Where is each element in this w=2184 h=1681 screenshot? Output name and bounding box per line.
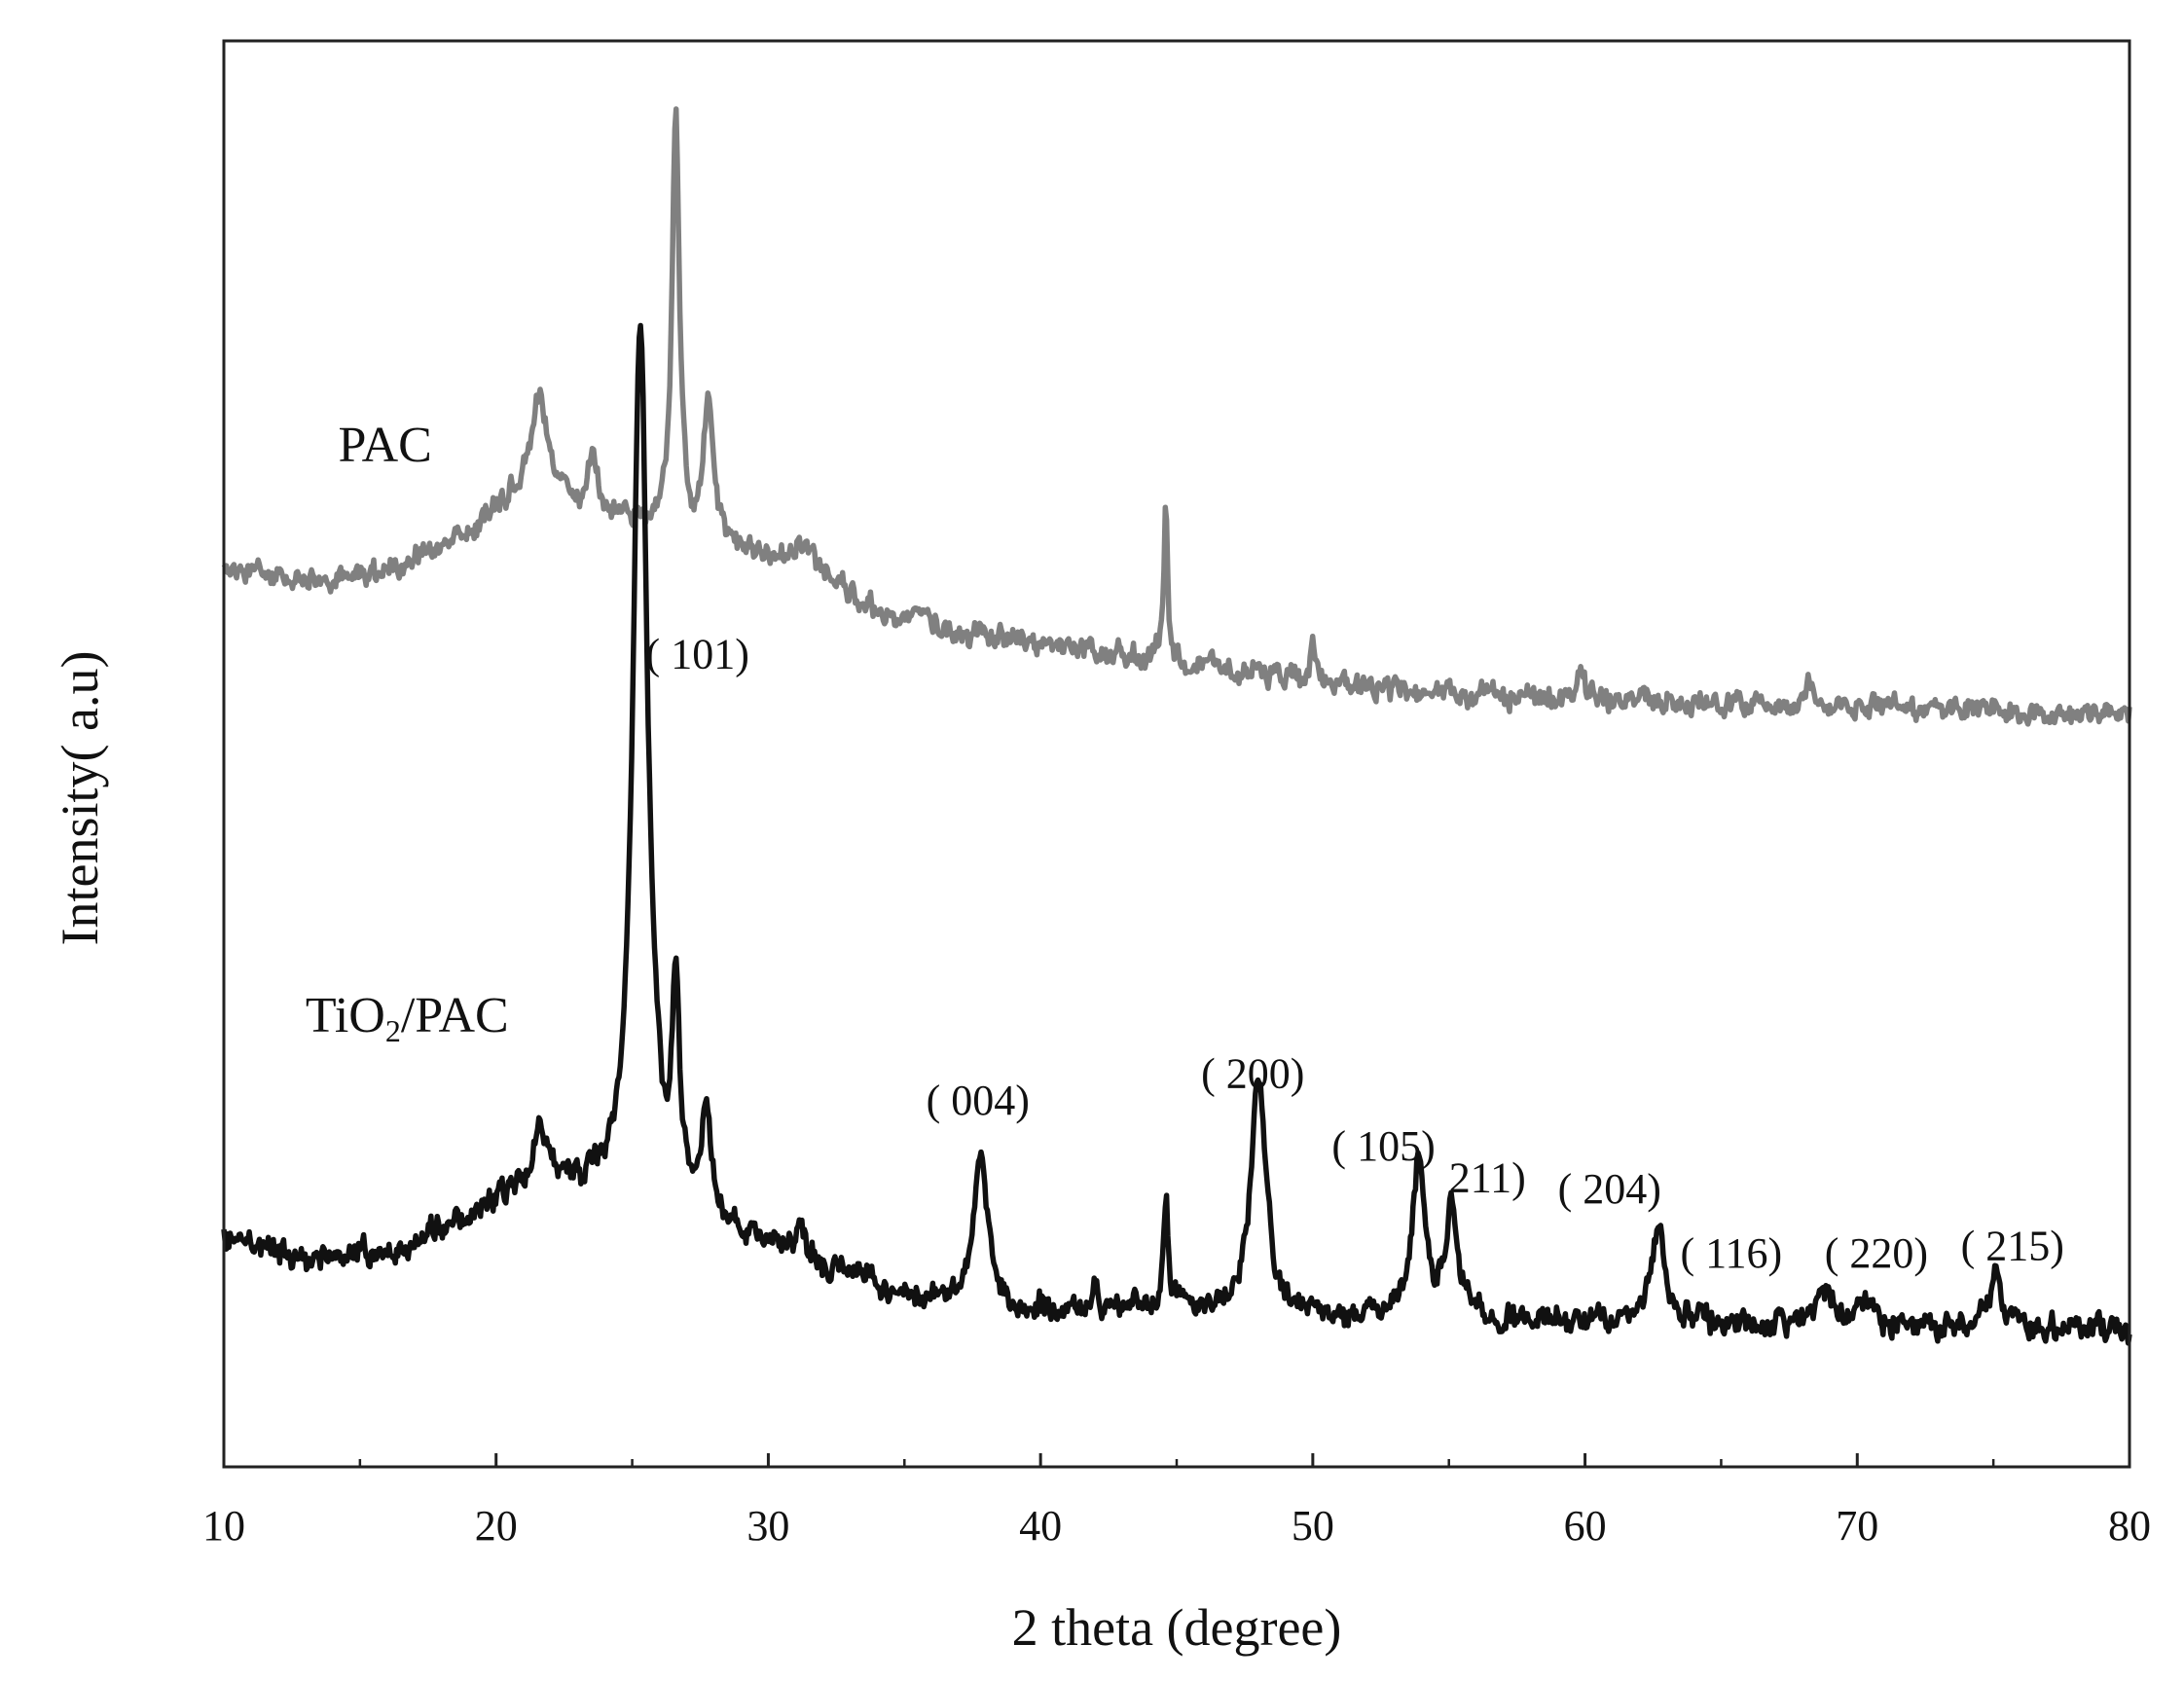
peak-annotation: ( 101) bbox=[646, 631, 749, 678]
series-line-tio2-pac bbox=[221, 322, 2132, 1346]
x-tick-label: 10 bbox=[202, 1502, 245, 1550]
x-tick-label: 20 bbox=[475, 1502, 518, 1550]
peak-annotation: ( 116) bbox=[1680, 1229, 1782, 1277]
peak-annotation: 211) bbox=[1449, 1153, 1526, 1201]
x-tick-label: 50 bbox=[1292, 1502, 1334, 1550]
peak-annotation: ( 200) bbox=[1201, 1049, 1304, 1097]
series-labels: PAC TiO2/PAC bbox=[306, 418, 509, 1048]
peak-annotations: ( 101) ( 004) ( 200) ( 105) 211) ( 204) ( 116)… bbox=[646, 631, 2064, 1277]
x-tick-label: 70 bbox=[1836, 1502, 1878, 1550]
x-tick-label: 80 bbox=[2108, 1502, 2151, 1550]
x-axis-title: 2 theta (degree) bbox=[1012, 1598, 1342, 1657]
peak-annotation: ( 105) bbox=[1331, 1122, 1435, 1170]
series-label: TiO2/PAC bbox=[306, 988, 509, 1048]
y-axis-title: Intensity( a.u) bbox=[51, 651, 109, 946]
series-label: PAC bbox=[338, 418, 431, 473]
series-line-pac bbox=[221, 106, 2132, 727]
x-tick-label: 60 bbox=[1564, 1502, 1607, 1550]
x-tick-label: 40 bbox=[1019, 1502, 1062, 1550]
x-axis-ticks: 10 20 30 40 50 60 70 80 bbox=[202, 1453, 2151, 1550]
series-layer bbox=[221, 106, 2132, 1346]
peak-annotation: ( 215) bbox=[1961, 1223, 2064, 1270]
peak-annotation: ( 220) bbox=[1825, 1229, 1928, 1277]
peak-annotation: ( 204) bbox=[1558, 1165, 1661, 1213]
peak-annotation: ( 004) bbox=[927, 1077, 1030, 1124]
x-tick-label: 30 bbox=[746, 1502, 789, 1550]
